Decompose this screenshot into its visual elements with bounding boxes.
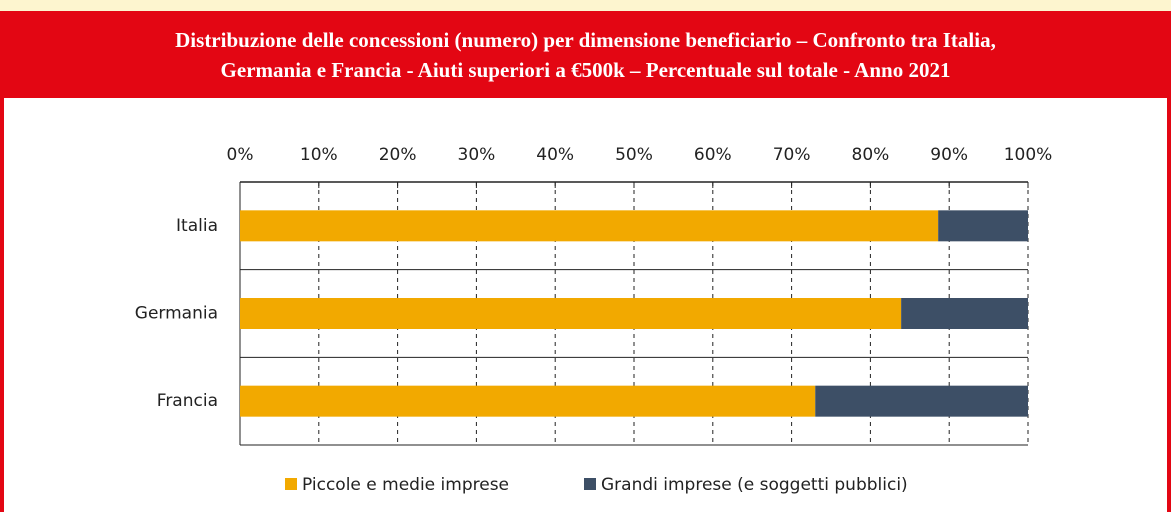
- x-tick-label: 50%: [615, 145, 653, 165]
- x-tick-label: 40%: [536, 145, 574, 165]
- legend-swatch: [285, 478, 297, 490]
- title-line: Germania e Francia - Aiuti superiori a €…: [220, 57, 951, 82]
- x-tick-label: 20%: [379, 145, 417, 165]
- bar: [901, 298, 1028, 329]
- title-line: Distribuzione delle concessioni (numero)…: [175, 27, 996, 52]
- top-strip: [0, 0, 1171, 11]
- chart-panel: 0% 10% 20% 30% 40% 50% 60% 70% 80% 90% 100% Italia G…: [0, 98, 1171, 512]
- legend-label: Piccole e medie imprese: [302, 475, 509, 495]
- x-tick-label: 0%: [227, 145, 254, 165]
- header: Distribuzione delle concessioni (numero)…: [0, 11, 1171, 98]
- x-tick-label: 90%: [930, 145, 968, 165]
- x-tick-label: 100%: [1004, 145, 1053, 165]
- y-tick-label: Italia: [176, 216, 218, 236]
- bar: [240, 385, 816, 417]
- x-tick-label: 60%: [694, 145, 732, 165]
- x-tick-label: 70%: [773, 145, 811, 165]
- bar: [815, 385, 1028, 417]
- bar: [938, 210, 1028, 242]
- bar: [240, 298, 902, 329]
- x-tick-label: 30%: [458, 145, 496, 165]
- legend-swatch: [584, 478, 596, 490]
- legend-label: Grandi imprese (e soggetti pubblici): [601, 475, 908, 495]
- y-tick-label: Francia: [157, 391, 218, 411]
- bar: [240, 210, 939, 242]
- x-tick-label: 10%: [300, 145, 338, 165]
- x-tick-label: 80%: [852, 145, 890, 165]
- y-tick-label: Germania: [135, 304, 218, 324]
